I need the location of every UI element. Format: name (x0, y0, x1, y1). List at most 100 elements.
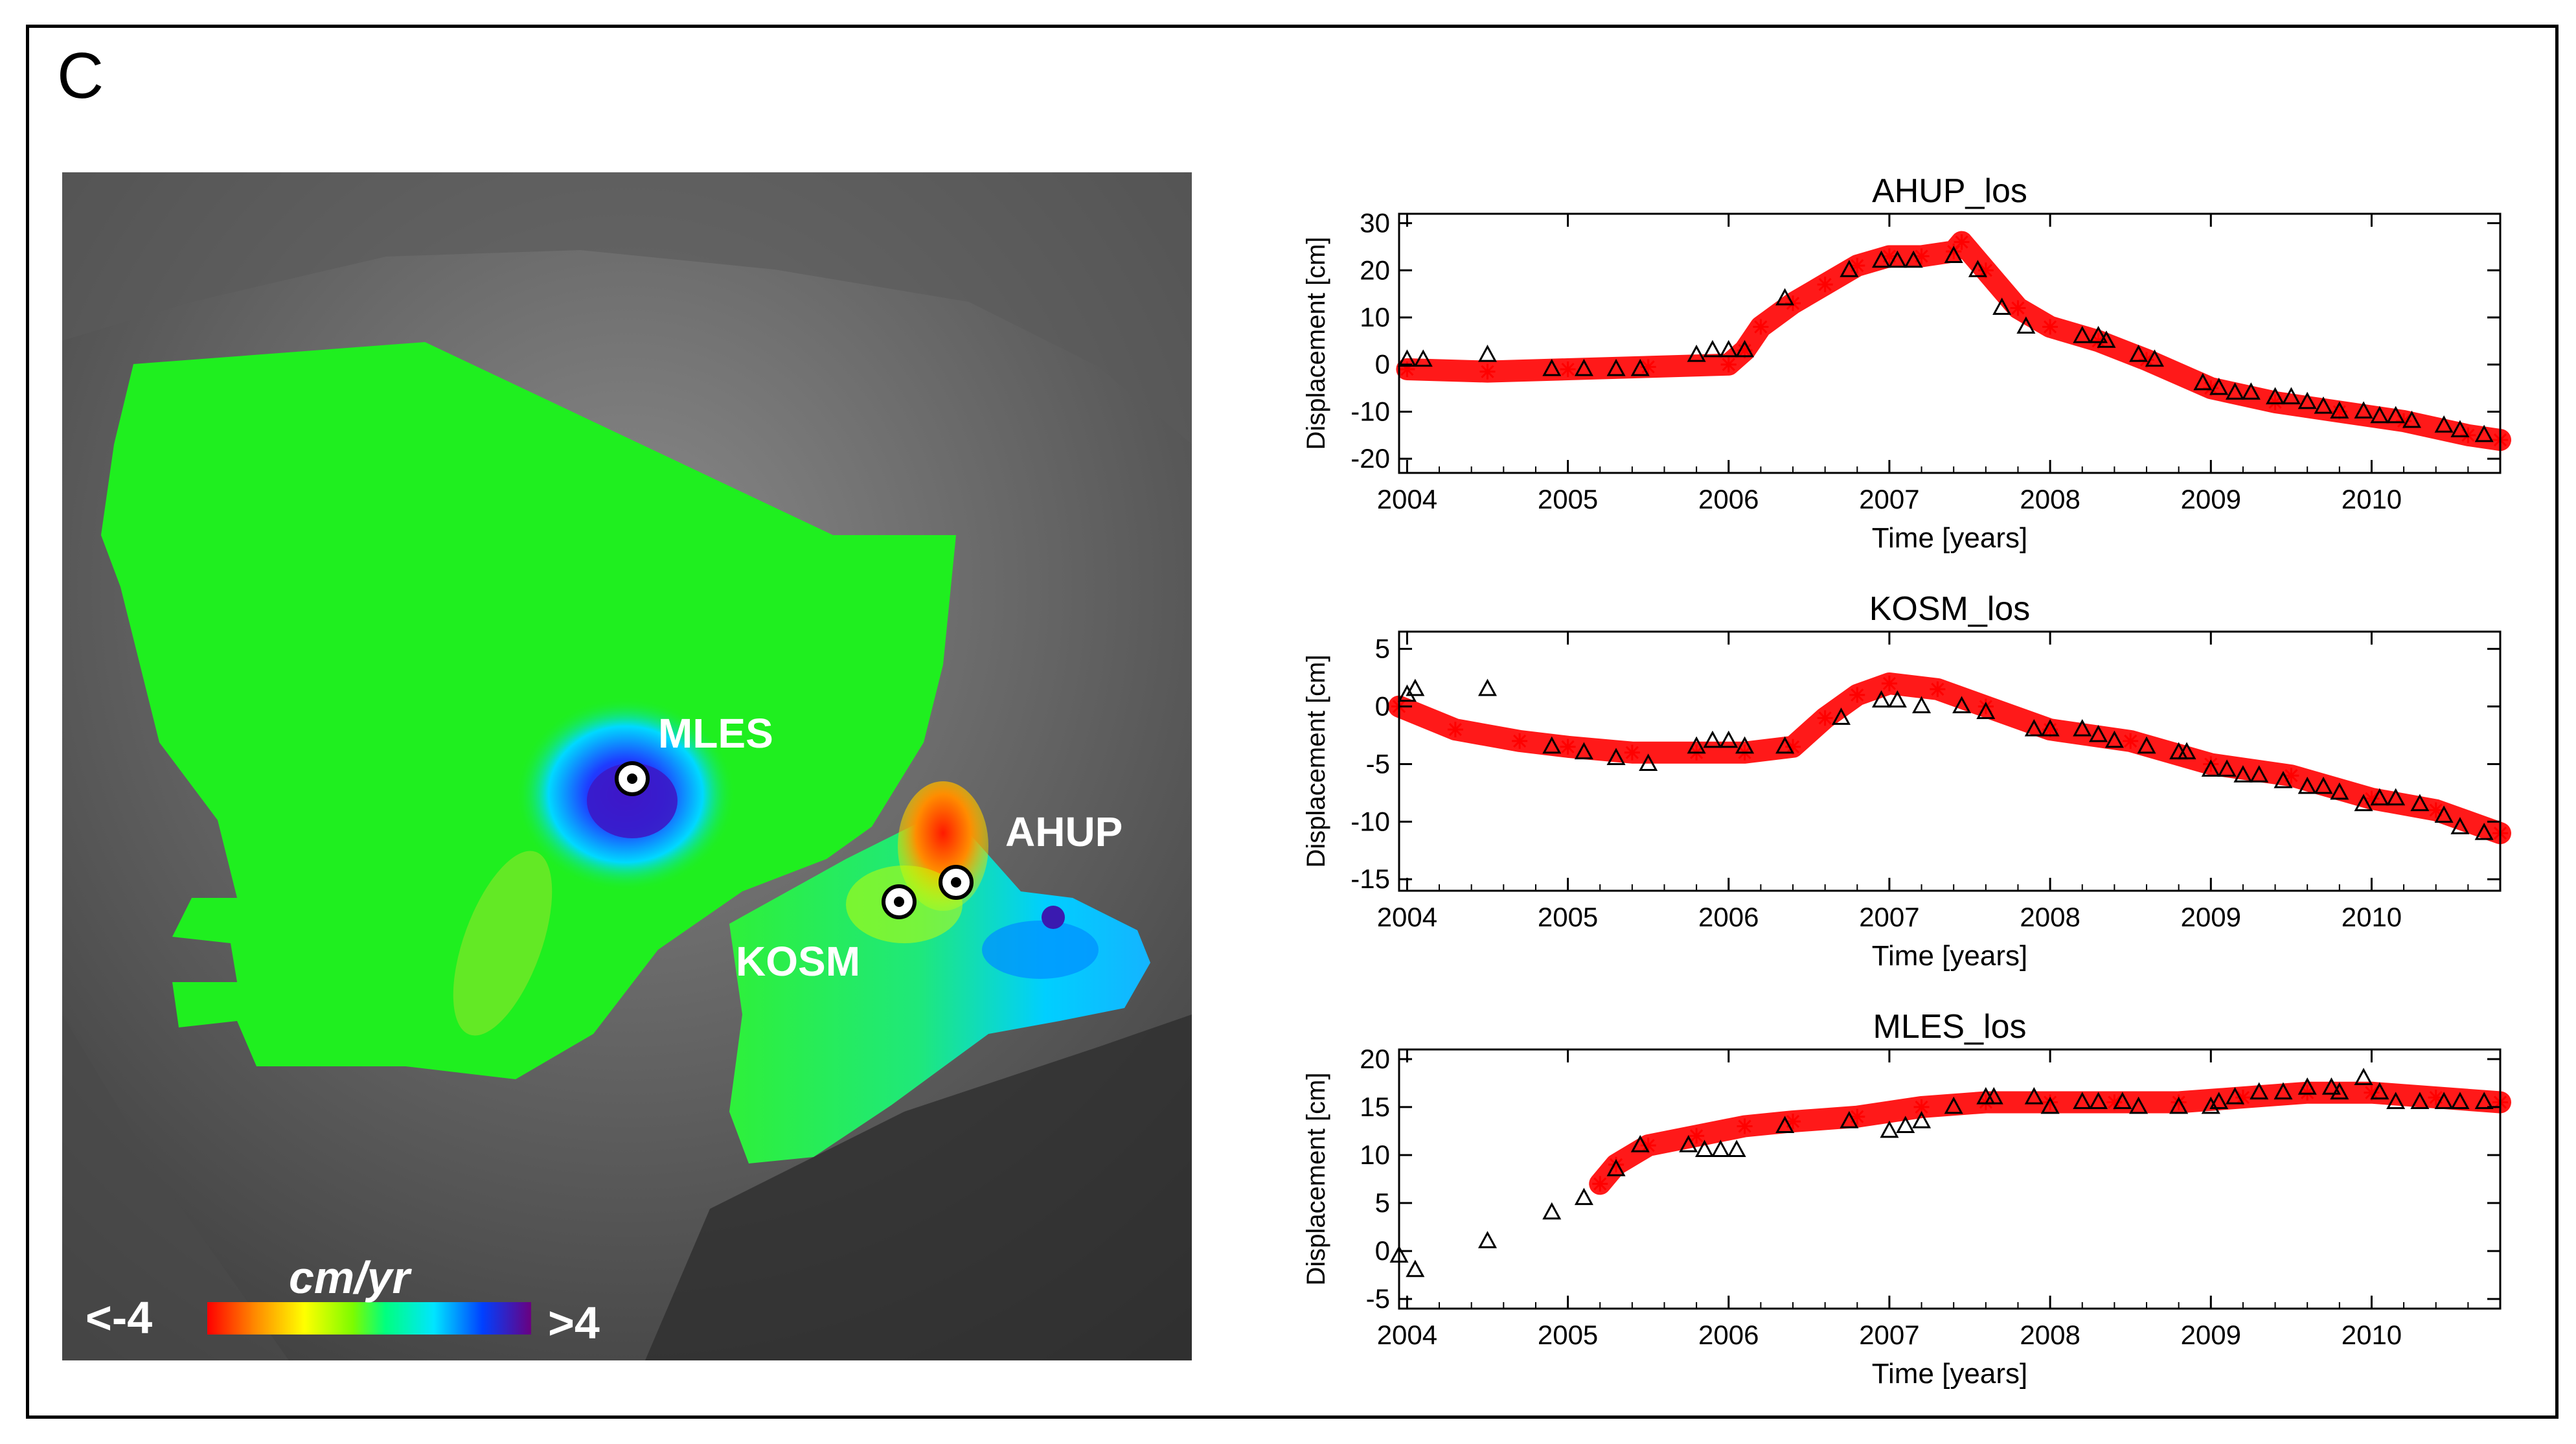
ahup-gps-point (2129, 345, 2149, 362)
ahup-gps-point (2434, 415, 2454, 433)
ahup-ytick-label: -10 (1351, 396, 1390, 426)
mles-gps-point (1775, 1116, 1795, 1134)
ahup-ylabel: Displacement [cm] (1302, 237, 1330, 450)
mles-xlabel: Time [years] (1872, 1358, 2027, 1390)
mles-gps-point (2450, 1092, 2470, 1109)
mles-insar-point (1913, 1099, 1930, 1115)
ahup-gps-point (2097, 330, 2116, 348)
ahup-gps-point (1687, 345, 1706, 362)
southeast-blue-patch (982, 921, 1099, 979)
ahup-gps-point (1775, 288, 1795, 306)
ahup-gps-point (2314, 396, 2333, 414)
kosm-xtick-label: 2006 (1698, 902, 1759, 932)
ahup-gps-point (2073, 325, 2092, 343)
mles-gps-point (1984, 1086, 2003, 1105)
kosm-axes-frame (1398, 630, 2502, 892)
ahup-gps-point (1968, 260, 1987, 277)
kosm-insar-point (2364, 790, 2380, 807)
kosm-gps-point (1912, 696, 1932, 714)
mles-gps-point (1695, 1140, 1715, 1158)
ahup-xtick-label: 2009 (2181, 484, 2241, 514)
kosm-gps-point (2201, 759, 2220, 777)
ahup-xtick-label: 2006 (1698, 484, 1759, 514)
ahup-gps-point (2450, 420, 2470, 438)
kosm-gps-point (2274, 770, 2293, 788)
ahup-gps-point (2241, 382, 2261, 400)
ahup-gps-point (1735, 339, 1755, 358)
ahup-insar-point (1881, 248, 1897, 264)
colorbar-max-label: >4 (548, 1298, 600, 1348)
ahup-gps-point (1840, 260, 1859, 277)
ahup-insar-point (1954, 234, 1970, 250)
ahup-gps-point (2402, 410, 2422, 428)
mles-xtick-label: 2006 (1698, 1320, 1759, 1350)
kosm-gps-point (1952, 696, 1972, 714)
ahup-xtick-label: 2008 (2020, 484, 2080, 514)
mles-insar-point (2364, 1084, 2380, 1101)
kosm-gps-point (1606, 748, 1626, 766)
ahup-insar-point (2267, 394, 2283, 410)
kosm-insar-point (1930, 681, 1946, 697)
mles-gps-point (1840, 1110, 1859, 1129)
ahup-xtick-label: 2004 (1377, 484, 1437, 514)
ahup-ytick-label: 10 (1360, 302, 1390, 332)
ahup-gps-point (1397, 349, 1417, 367)
mles-gps-point (2024, 1086, 2044, 1105)
ahup-ytick-label: 20 (1360, 255, 1390, 285)
kosm-gps-point (1703, 730, 1722, 748)
mles-gps-point (1896, 1116, 1915, 1134)
ahup-gps-point (1542, 358, 1562, 376)
panel-letter: C (57, 40, 104, 112)
kosm-gps-point (2089, 724, 2108, 742)
ahup-gps-point (2354, 401, 2373, 418)
mles-insar-point (2106, 1094, 2123, 1110)
ahup-insar-point (1479, 363, 1496, 380)
velocity-swath-south (729, 820, 1150, 1163)
ahup-title: AHUP_los (1872, 172, 2027, 210)
ahup-gps-point (2089, 325, 2108, 343)
kosm-gps-point (2297, 776, 2317, 794)
kosm-gps-point (1735, 736, 1755, 754)
station-label-ahup: AHUP (1005, 808, 1123, 855)
mles-gps-point (1912, 1110, 1932, 1129)
ahup-insar-point (1817, 277, 1833, 293)
kosm-ytick-label: 0 (1375, 691, 1390, 722)
west-yellowgreen-patch (453, 851, 553, 1036)
mles-gps-point (1679, 1135, 1698, 1152)
mles-ytick-label: -5 (1366, 1283, 1390, 1314)
kosm-insar-point (1978, 698, 1994, 715)
station-label-mles: MLES (658, 710, 773, 757)
kosm-xtick-label: 2008 (2020, 902, 2080, 932)
ahup-insar-point (2010, 300, 2026, 316)
kosm-gps-point (2434, 805, 2454, 823)
mles-gps-point (1944, 1096, 1963, 1114)
kosm-gps-point (1831, 707, 1851, 725)
ahup-insar-point (1946, 244, 1962, 260)
kosm-ylabel: Displacement [cm] (1302, 655, 1330, 868)
kosm-gps-point (1775, 736, 1795, 754)
ahup-insar-point (2042, 319, 2058, 335)
ahup-xtick-label: 2005 (1538, 484, 1598, 514)
mles-gps-point (2250, 1082, 2269, 1100)
ahup-gps-point (2016, 316, 2036, 334)
station-label-kosm: KOSM (736, 938, 860, 985)
kosm-gps-point (1639, 753, 1658, 771)
mles-insar-point (2428, 1090, 2444, 1106)
kosm-gps-point (2370, 788, 2389, 806)
mles-insar-point (1737, 1118, 1753, 1134)
mles-insar-point (2299, 1084, 2316, 1101)
kosm-gps-point (2386, 788, 2406, 806)
mles-xtick-label: 2010 (2342, 1320, 2402, 1350)
mles-gps-point (2201, 1096, 2220, 1114)
ahup-gps-point (1606, 358, 1626, 376)
mles-ytick-label: 0 (1375, 1235, 1390, 1266)
ahup-gps-point (1477, 345, 1498, 362)
mles-insar-point (1640, 1138, 1656, 1154)
kosm-insar-point (1624, 744, 1640, 761)
kosm-xtick-label: 2007 (1859, 902, 1919, 932)
mles-gps-point (2434, 1092, 2454, 1109)
station-marker-kosm (882, 884, 917, 919)
kosm-ytick-label: -10 (1351, 806, 1390, 836)
ahup-gps-point (1944, 246, 1963, 263)
